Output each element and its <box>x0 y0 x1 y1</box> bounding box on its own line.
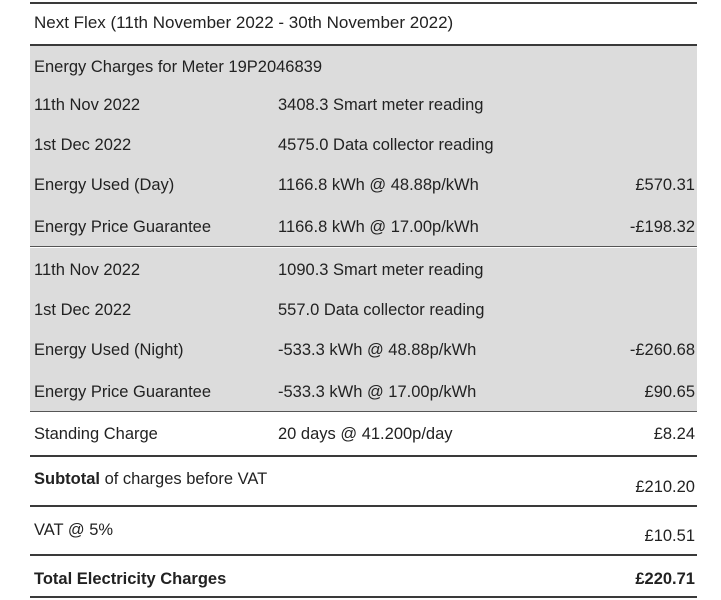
row-detail: 1090.3 Smart meter reading <box>278 261 484 279</box>
row-detail: -533.3 kWh @ 17.00p/kWh <box>278 383 477 401</box>
row-label: 1st Dec 2022 <box>34 301 132 319</box>
subtotal-label: Subtotal of charges before VAT <box>34 465 267 493</box>
row-amount: £8.24 <box>653 425 695 443</box>
subtotal-amount-row: £210.20 <box>34 473 695 501</box>
day-row: 11th Nov 2022 3408.3 Smart meter reading <box>34 91 695 119</box>
row-detail: 3408.3 Smart meter reading <box>278 96 484 114</box>
top-rule <box>30 2 697 4</box>
total-label: Total Electricity Charges <box>34 570 227 588</box>
subtotal-amount: £210.20 <box>635 478 695 496</box>
vat-label: VAT @ 5% <box>34 521 114 539</box>
total-row: Total Electricity Charges £220.71 <box>34 565 695 593</box>
row-amount: -£198.32 <box>629 218 695 236</box>
subtotal-label-bold: Subtotal <box>34 470 100 488</box>
row-detail: 1166.8 kWh @ 17.00p/kWh <box>278 218 479 236</box>
row-label: Energy Used (Day) <box>34 176 175 194</box>
night-row: Energy Price Guarantee -533.3 kWh @ 17.0… <box>34 378 695 406</box>
day-row: Energy Price Guarantee 1166.8 kWh @ 17.0… <box>34 213 695 241</box>
row-amount: -£260.68 <box>629 341 695 359</box>
row-label: 11th Nov 2022 <box>34 96 141 114</box>
row-detail: 557.0 Data collector reading <box>278 301 485 319</box>
day-night-divider <box>30 246 697 247</box>
day-rates-panel <box>30 46 697 246</box>
night-row: 1st Dec 2022 557.0 Data collector readin… <box>34 296 695 324</box>
row-detail: 1166.8 kWh @ 48.88p/kWh <box>278 176 479 194</box>
period-title: Next Flex (11th November 2022 - 30th Nov… <box>34 13 454 32</box>
row-detail: -533.3 kWh @ 48.88p/kWh <box>278 341 477 359</box>
row-detail: 20 days @ 41.200p/day <box>278 425 453 443</box>
night-row: 11th Nov 2022 1090.3 Smart meter reading <box>34 256 695 284</box>
standing-charge-row: Standing Charge 20 days @ 41.200p/day £8… <box>34 420 695 448</box>
vat-amount: £10.51 <box>644 527 695 545</box>
subtotal-label-rest: of charges before VAT <box>100 470 268 488</box>
subtotal-rule <box>30 505 697 507</box>
subtotal-label-row: Subtotal of charges before VAT <box>34 465 695 493</box>
row-amount: £90.65 <box>644 383 695 401</box>
vat-rule <box>30 554 697 556</box>
standing-rule <box>30 455 697 457</box>
row-label: 1st Dec 2022 <box>34 136 132 154</box>
vat-amount-row: £10.51 <box>34 522 695 550</box>
night-row: Energy Used (Night) -533.3 kWh @ 48.88p/… <box>34 336 695 364</box>
row-amount: £570.31 <box>635 176 695 194</box>
night-rates-panel <box>30 248 697 411</box>
meter-heading: Energy Charges for Meter 19P2046839 <box>34 58 323 76</box>
meter-heading-row: Energy Charges for Meter 19P2046839 <box>34 53 695 81</box>
row-detail: 4575.0 Data collector reading <box>278 136 494 154</box>
row-label: Energy Price Guarantee <box>34 383 212 401</box>
day-row: Energy Used (Day) 1166.8 kWh @ 48.88p/kW… <box>34 171 695 199</box>
bottom-rule <box>30 596 697 598</box>
row-label: Energy Used (Night) <box>34 341 184 359</box>
row-label: Energy Price Guarantee <box>34 218 212 236</box>
row-label: Standing Charge <box>34 425 158 443</box>
title-rule <box>30 44 697 46</box>
night-standing-divider <box>30 411 697 412</box>
day-row: 1st Dec 2022 4575.0 Data collector readi… <box>34 131 695 159</box>
vat-label-row: VAT @ 5% <box>34 516 695 544</box>
row-label: 11th Nov 2022 <box>34 261 141 279</box>
total-amount: £220.71 <box>635 570 695 588</box>
